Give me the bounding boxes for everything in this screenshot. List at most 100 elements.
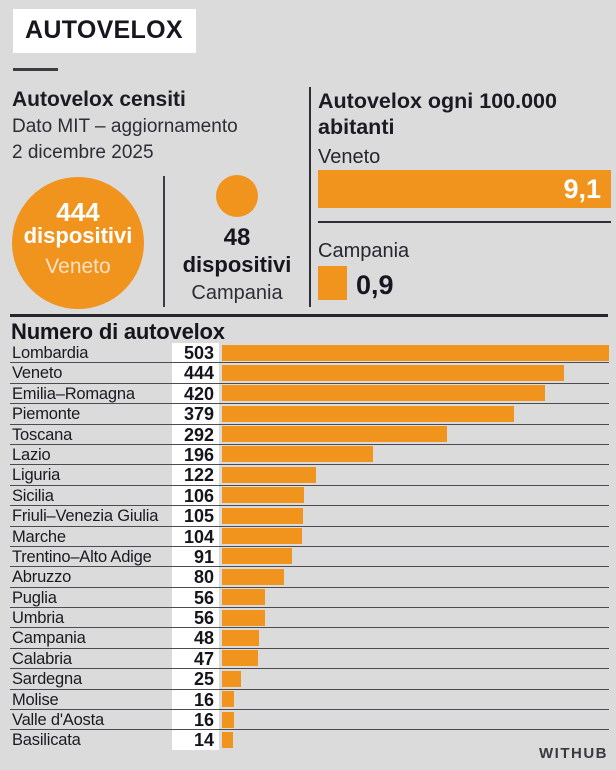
per-capita-veneto-value: 9,1 (563, 174, 601, 204)
region-bar (222, 609, 266, 626)
region-value: 56 (172, 608, 219, 628)
region-value: 196 (172, 444, 219, 465)
section-divider (309, 87, 311, 307)
region-label: Marche (12, 527, 66, 546)
region-bar (222, 364, 564, 381)
chart-row: Sardegna 25 (10, 669, 609, 690)
region-bar (222, 670, 242, 687)
region-label: Lazio (12, 445, 51, 464)
region-bar (222, 528, 302, 545)
region-label: Valle d'Aosta (12, 711, 104, 730)
chart-row: Marche 104 (10, 526, 609, 547)
censiti-heading: Autovelox censiti (12, 88, 186, 111)
censiti-source: Dato MIT – aggiornamento 2 dicembre 2025 (12, 114, 238, 166)
region-label: Sicilia (12, 486, 54, 505)
campania-bubble-unit: dispositivi (182, 252, 292, 277)
region-label: Friuli–Venezia Giulia (12, 507, 159, 526)
campania-bubble-value: 48 (223, 224, 251, 251)
region-bar (222, 589, 266, 606)
region-value: 106 (172, 485, 219, 506)
title-underline (13, 68, 58, 71)
region-label: Umbria (12, 609, 64, 628)
region-bar (222, 691, 235, 708)
region-bar (222, 466, 316, 483)
per-capita-heading-line2: abitanti (318, 115, 395, 139)
per-capita-campania-bar (318, 266, 347, 300)
region-label: Molise (12, 690, 59, 709)
campania-stats: 48 dispositivi Campania (167, 224, 307, 306)
chart-row: Valle d'Aosta 16 (10, 710, 609, 731)
region-label: Calabria (12, 649, 72, 668)
chart-row: Veneto 444 (10, 363, 609, 384)
region-label: Liguria (12, 466, 61, 485)
chart-row: Friuli–Venezia Giulia 105 (10, 506, 609, 527)
region-value: 91 (172, 546, 219, 567)
region-bar (222, 507, 303, 524)
chart-top-border (10, 314, 608, 317)
region-value: 56 (172, 587, 219, 608)
veneto-bubble-region: Veneto (45, 255, 111, 278)
region-bar (222, 629, 259, 646)
per-capita-campania-label: Campania (318, 240, 410, 262)
region-label: Toscana (12, 425, 73, 444)
region-bar (222, 446, 373, 463)
region-bar (222, 405, 514, 422)
region-label: Lombardia (12, 344, 89, 362)
region-label: Piemonte (12, 405, 81, 424)
region-value: 292 (172, 424, 219, 445)
chart-title: Numero di autovelox (11, 319, 225, 344)
censiti-source-line2: 2 dicembre 2025 (12, 142, 154, 163)
per-capita-veneto-bar: 9,1 (318, 170, 611, 208)
region-label: Basilicata (12, 731, 81, 750)
region-value: 444 (172, 363, 219, 383)
veneto-bubble-value: 444 (56, 197, 100, 227)
region-bar (222, 385, 546, 402)
region-bar (222, 426, 447, 443)
region-bar (222, 650, 259, 667)
region-value: 122 (172, 465, 219, 485)
region-value: 379 (172, 404, 219, 424)
region-value: 80 (172, 567, 219, 587)
region-bar (222, 487, 304, 504)
region-value: 25 (172, 669, 219, 689)
page-title: AUTOVELOX (13, 9, 196, 53)
chart-row: Campania 48 (10, 628, 609, 649)
region-bar (222, 548, 292, 565)
chart-row: Emilia–Romagna 420 (10, 383, 609, 405)
censiti-source-line1: Dato MIT – aggiornamento (12, 116, 238, 137)
region-label: Trentino–Alto Adige (12, 547, 152, 566)
region-value: 16 (172, 710, 219, 730)
censiti-inner-divider (163, 176, 165, 307)
chart-row: Umbria 56 (10, 608, 609, 629)
region-bar (222, 731, 233, 748)
region-label: Abruzzo (12, 568, 72, 587)
chart-row: Trentino–Alto Adige 91 (10, 546, 609, 568)
region-label: Sardegna (12, 670, 82, 689)
chart-row: Lazio 196 (10, 444, 609, 466)
chart-row: Molise 16 (10, 689, 609, 711)
per-capita-heading: Autovelox ogni 100.000 abitanti (318, 88, 611, 140)
region-bar (222, 344, 609, 361)
region-label: Emilia–Romagna (12, 384, 135, 403)
chart-row: Lombardia 503 (10, 343, 609, 364)
region-bar (222, 711, 235, 728)
chart-row: Liguria 122 (10, 465, 609, 486)
brand-logo: WITHUB (539, 745, 608, 762)
per-capita-divider (318, 221, 611, 223)
region-bar (222, 568, 284, 585)
region-label: Campania (12, 629, 86, 648)
chart-row: Calabria 47 (10, 648, 609, 670)
region-value: 104 (172, 526, 219, 547)
region-value: 503 (172, 343, 219, 363)
veneto-bubble-unit: dispositivi (23, 223, 133, 248)
chart-row: Toscana 292 (10, 424, 609, 445)
region-value: 48 (172, 628, 219, 648)
chart-rows: Lombardia 503 Veneto 444 Emilia–Romagna 420 Pi… (10, 343, 609, 750)
chart-row: Piemonte 379 (10, 404, 609, 425)
campania-bubble-region: Campania (191, 282, 283, 304)
campania-bubble (216, 175, 258, 217)
per-capita-heading-line1: Autovelox ogni 100.000 (318, 89, 557, 113)
region-value: 47 (172, 648, 219, 669)
veneto-bubble: 444 dispositivi Veneto (12, 177, 144, 309)
region-label: Puglia (12, 588, 57, 607)
